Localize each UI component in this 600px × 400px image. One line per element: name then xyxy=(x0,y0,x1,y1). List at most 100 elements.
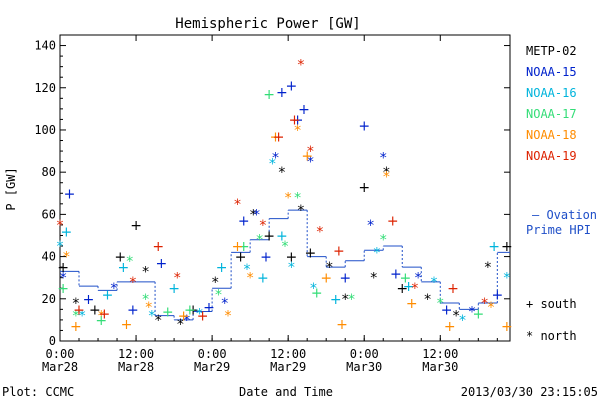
x-tick-label-time: 12:00 xyxy=(422,347,458,361)
data-point: * xyxy=(72,309,79,325)
data-point: + xyxy=(441,302,453,318)
ovation-hpi-line xyxy=(60,209,510,321)
data-point: * xyxy=(174,271,181,287)
data-point: + xyxy=(121,317,133,333)
timestamp-label: 2013/03/30 23:15:05 xyxy=(461,385,598,399)
data-point: + xyxy=(358,180,370,196)
data-point: * xyxy=(215,288,222,304)
data-point: + xyxy=(390,266,402,282)
data-point: + xyxy=(162,304,174,320)
data-point: + xyxy=(98,307,110,323)
data-point: + xyxy=(400,271,412,287)
data-point: + xyxy=(184,302,196,318)
data-point: + xyxy=(285,250,297,266)
axes: 0204060801001201400:00Mar2812:00Mar280:0… xyxy=(34,34,511,374)
data-point: * xyxy=(259,218,266,234)
data-point: + xyxy=(311,285,323,301)
data-point: * xyxy=(272,150,279,166)
data-point: * xyxy=(430,275,437,291)
x-tick-label-time: 0:00 xyxy=(46,347,75,361)
data-point: * xyxy=(503,271,510,287)
data-point: * xyxy=(297,58,304,74)
y-tick-label: 60 xyxy=(42,207,56,221)
data-point: * xyxy=(278,165,285,181)
data-point: + xyxy=(396,281,408,297)
data-point: + xyxy=(60,224,72,240)
data-point: * xyxy=(459,313,466,329)
data-point: * xyxy=(145,300,152,316)
data-point: * xyxy=(110,281,117,297)
data-point: + xyxy=(57,281,69,297)
data-point: + xyxy=(276,228,288,244)
data-point: * xyxy=(253,207,260,223)
data-point: * xyxy=(142,264,149,280)
data-point: * xyxy=(288,260,295,276)
data-point: * xyxy=(348,292,355,308)
data-point: + xyxy=(238,214,250,230)
x-tick-label-date: Mar29 xyxy=(270,360,306,374)
data-point: * xyxy=(256,233,263,249)
data-point: + xyxy=(339,271,351,287)
data-point: * xyxy=(487,300,494,316)
data-point: * xyxy=(453,309,460,325)
x-tick-label-date: Mar28 xyxy=(42,360,78,374)
data-point: + xyxy=(263,228,275,244)
data-point: + xyxy=(333,243,345,259)
data-point: + xyxy=(178,309,190,325)
data-point: * xyxy=(316,224,323,240)
data-point: * xyxy=(183,313,190,329)
data-point: * xyxy=(294,123,301,139)
data-point: + xyxy=(330,292,342,308)
legend-south: + south xyxy=(526,297,577,311)
data-point: + xyxy=(152,239,164,255)
data-point: * xyxy=(310,281,317,297)
data-point: * xyxy=(380,150,387,166)
data-point: * xyxy=(57,239,64,255)
y-tick-label: 100 xyxy=(34,123,56,137)
data-point: + xyxy=(301,148,313,164)
data-point: * xyxy=(221,296,228,312)
data-point: * xyxy=(297,203,304,219)
data-points: +* +++** *+*+*+*+*+**+**+***+*++*++*+ *+ *+*… xyxy=(57,58,513,336)
data-point: * xyxy=(373,245,380,261)
data-point: * xyxy=(282,239,289,255)
data-point: * xyxy=(72,296,79,312)
data-point: * xyxy=(415,271,422,287)
plot-source-label: Plot: CCMC xyxy=(2,385,74,399)
y-tick-label: 80 xyxy=(42,165,56,179)
data-point: * xyxy=(294,190,301,206)
data-point: * xyxy=(57,218,64,234)
chart-title: Hemispheric Power [GW] xyxy=(175,16,360,32)
plot-frame xyxy=(59,34,511,342)
data-point: + xyxy=(127,302,139,318)
x-tick-label-time: 12:00 xyxy=(270,347,306,361)
data-point: + xyxy=(285,79,297,95)
data-point: * xyxy=(212,275,219,291)
y-tick-label: 0 xyxy=(49,334,56,348)
data-point: + xyxy=(501,239,513,255)
y-tick-label: 20 xyxy=(42,292,56,306)
data-point: + xyxy=(387,214,399,230)
data-point: * xyxy=(424,292,431,308)
data-point: + xyxy=(491,288,503,304)
data-point: + xyxy=(292,112,304,128)
data-point: + xyxy=(257,271,269,287)
data-point: + xyxy=(488,239,500,255)
data-point: * xyxy=(60,271,67,287)
data-point: * xyxy=(126,254,133,270)
x-tick-label-date: Mar30 xyxy=(346,360,382,374)
data-point: * xyxy=(129,275,136,291)
data-point: + xyxy=(64,186,76,202)
data-point: * xyxy=(326,260,333,276)
data-point: * xyxy=(285,190,292,206)
data-point: + xyxy=(263,87,275,103)
legend-entry: NOAA-15 xyxy=(526,65,577,79)
data-point: * xyxy=(484,260,491,276)
x-tick-label-date: Mar28 xyxy=(118,360,154,374)
data-point: * xyxy=(155,313,162,329)
legend-ovation-line2: Prime HPI xyxy=(526,223,591,237)
data-point: + xyxy=(70,319,82,335)
x-axis-label: Date and Time xyxy=(239,385,333,399)
data-point: + xyxy=(130,218,142,234)
x-tick-label-time: 12:00 xyxy=(118,347,154,361)
